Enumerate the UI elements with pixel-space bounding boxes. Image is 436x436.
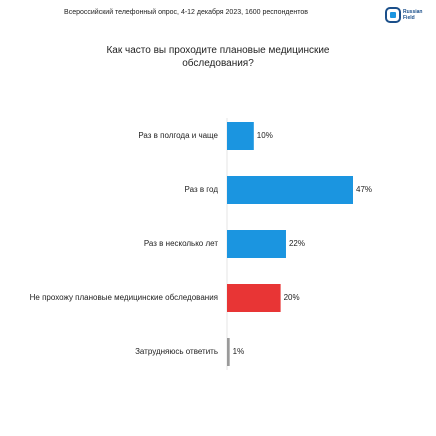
bar (227, 176, 353, 204)
category-label: Затрудняюсь ответить (135, 347, 218, 356)
category-label: Раз в полгода и чаще (138, 131, 218, 140)
bar (227, 338, 230, 366)
category-label: Раз в год (184, 185, 218, 194)
value-label: 20% (284, 293, 300, 302)
chart-title: Как часто вы проходите плановые медицинс… (106, 45, 330, 69)
logo-text: Russian Field (403, 9, 422, 21)
value-label: 10% (257, 131, 273, 140)
logo-line: Russian (403, 9, 423, 15)
logo-icon (385, 7, 401, 23)
bar (227, 122, 254, 150)
category-label: Раз в несколько лет (143, 239, 218, 248)
value-label: 1% (233, 347, 245, 356)
subtitle: Всероссийский телефонный опрос, 4-12 дек… (64, 9, 308, 16)
bar (227, 230, 286, 258)
logo: Russian Field (385, 7, 422, 23)
bar (227, 284, 281, 312)
logo-line: Field (403, 15, 415, 21)
value-label: 47% (356, 185, 372, 194)
value-label: 22% (289, 239, 305, 248)
category-label: Не прохожу плановые медицинские обследов… (29, 293, 218, 302)
